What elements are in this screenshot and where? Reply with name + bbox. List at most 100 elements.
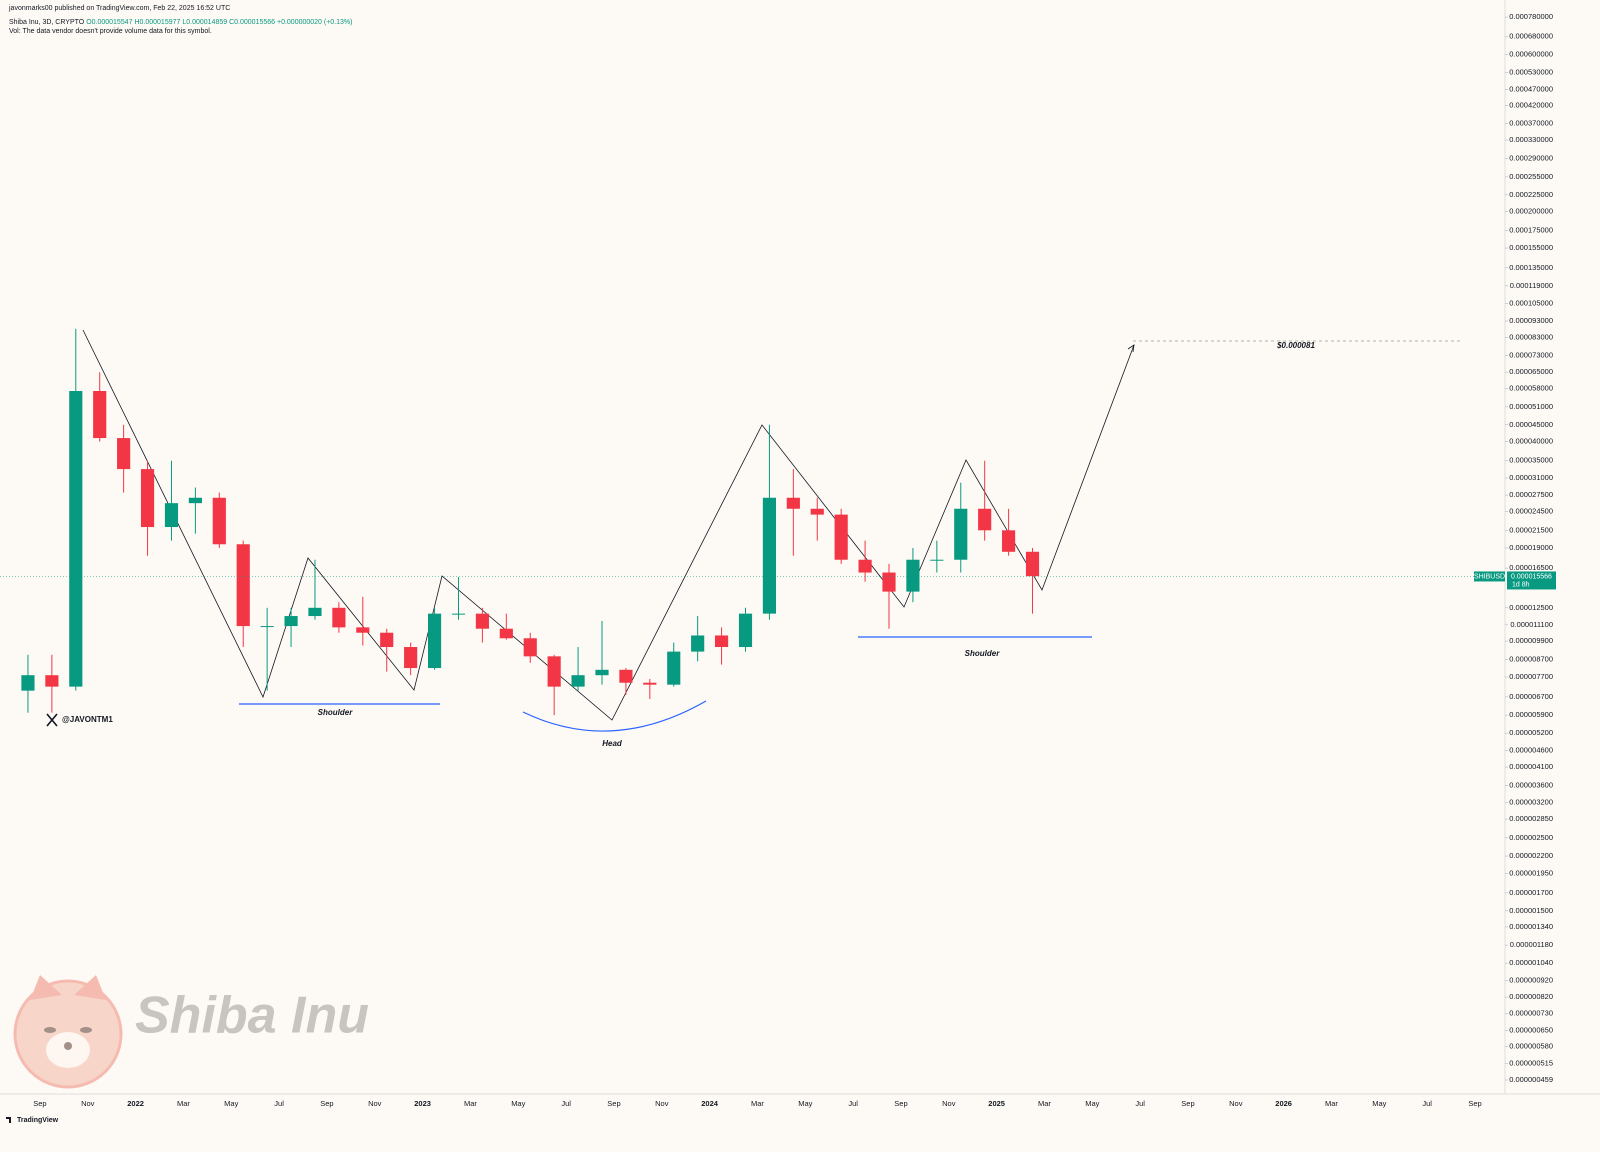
y-tick-label: 0.000530000 bbox=[1509, 67, 1553, 76]
y-tick-label: 0.000004600 bbox=[1509, 746, 1553, 755]
x-tick-label: Nov bbox=[655, 1099, 669, 1108]
candle-body bbox=[1002, 530, 1016, 552]
annotation: Shoulder bbox=[965, 649, 1001, 658]
x-tick-label: May bbox=[224, 1099, 238, 1108]
y-tick-label: 0.000040000 bbox=[1509, 437, 1553, 446]
y-tick-label: 0.000000820 bbox=[1509, 992, 1553, 1001]
x-tick-label: Mar bbox=[1038, 1099, 1051, 1108]
y-tick-label: 0.000001500 bbox=[1509, 906, 1553, 915]
x-tick-label: Nov bbox=[368, 1099, 382, 1108]
candle-body bbox=[762, 497, 776, 614]
y-tick-label: 0.000000580 bbox=[1509, 1042, 1553, 1051]
candle-body bbox=[188, 497, 202, 504]
y-tick-label: 0.000225000 bbox=[1509, 190, 1553, 199]
y-tick-label: 0.000093000 bbox=[1509, 316, 1553, 325]
y-tick-label: 0.000031000 bbox=[1509, 473, 1553, 482]
x-tick-label: 2024 bbox=[701, 1099, 719, 1108]
candle-body bbox=[236, 544, 250, 627]
x-tick-label: Nov bbox=[81, 1099, 95, 1108]
watermark-text: Shiba Inu bbox=[135, 987, 369, 1045]
y-tick-label: 0.000083000 bbox=[1509, 332, 1553, 341]
x-tick-label: 2025 bbox=[988, 1099, 1005, 1108]
candle-body bbox=[499, 628, 513, 639]
symbol-line: Shiba Inu, 3D, CRYPTO bbox=[9, 19, 85, 26]
candle-body bbox=[834, 514, 848, 560]
y-tick-label: 0.000012500 bbox=[1509, 603, 1553, 612]
x-tick-label: Jul bbox=[1135, 1099, 1145, 1108]
head-arc bbox=[522, 700, 707, 732]
x-tick-label: Sep bbox=[33, 1099, 46, 1108]
x-tick-label: Mar bbox=[177, 1099, 190, 1108]
symbol-tag-text: SHIBUSD bbox=[1474, 573, 1505, 580]
annotation: $0.000081 bbox=[1276, 341, 1315, 350]
y-tick-label: 0.000680000 bbox=[1509, 32, 1553, 41]
y-tick-label: 0.000175000 bbox=[1509, 226, 1553, 235]
y-tick-label: 0.000002200 bbox=[1509, 851, 1553, 860]
y-tick-label: 0.000024500 bbox=[1509, 507, 1553, 516]
x-tick-label: Sep bbox=[1181, 1099, 1194, 1108]
y-tick-label: 0.000600000 bbox=[1509, 50, 1553, 59]
x-tick-label: Sep bbox=[320, 1099, 333, 1108]
y-tick-label: 0.000420000 bbox=[1509, 101, 1553, 110]
candle-body bbox=[308, 607, 322, 617]
candle-body bbox=[619, 669, 633, 683]
candle-body bbox=[475, 613, 489, 629]
x-tick-label: Sep bbox=[607, 1099, 620, 1108]
y-tick-label: 0.000155000 bbox=[1509, 243, 1553, 252]
y-tick-label: 0.000200000 bbox=[1509, 207, 1553, 216]
candle-body bbox=[882, 572, 896, 592]
x-tick-label: Mar bbox=[1325, 1099, 1338, 1108]
y-tick-label: 0.000000920 bbox=[1509, 976, 1553, 985]
x-tick-label: May bbox=[511, 1099, 525, 1108]
y-tick-label: 0.000005900 bbox=[1509, 710, 1553, 719]
y-tick-label: 0.000004100 bbox=[1509, 762, 1553, 771]
x-tick-label: Mar bbox=[751, 1099, 764, 1108]
candle-body bbox=[810, 508, 824, 515]
y-tick-label: 0.000009900 bbox=[1509, 636, 1553, 645]
countdown-text: 1d 8h bbox=[1512, 581, 1530, 588]
price-tag-text: 0.000015566 bbox=[1511, 573, 1552, 580]
x-tick-label: Jul bbox=[848, 1099, 858, 1108]
x-tick-label: Sep bbox=[894, 1099, 907, 1108]
candle-body bbox=[140, 469, 155, 528]
candle-body bbox=[715, 635, 729, 648]
candle-body bbox=[451, 613, 466, 615]
y-tick-label: 0.000045000 bbox=[1509, 420, 1553, 429]
y-tick-label: 0.000065000 bbox=[1509, 367, 1553, 376]
zigzag-drawing bbox=[82, 329, 1135, 721]
candle-body bbox=[930, 559, 944, 561]
y-tick-label: 0.000016500 bbox=[1509, 563, 1553, 572]
candle-body bbox=[643, 682, 657, 685]
candle-body bbox=[523, 638, 537, 657]
candle-body bbox=[906, 559, 920, 592]
y-tick-label: 0.000000650 bbox=[1509, 1025, 1553, 1034]
y-tick-label: 0.000370000 bbox=[1509, 119, 1553, 128]
x-tick-label: Jul bbox=[561, 1099, 571, 1108]
x-tick-label: Jul bbox=[274, 1099, 284, 1108]
y-tick-label: 0.000035000 bbox=[1509, 456, 1553, 465]
y-tick-label: 0.000007700 bbox=[1509, 672, 1553, 681]
arrow-head bbox=[1127, 344, 1135, 353]
ohlc-open: O0.000015547 bbox=[86, 19, 132, 26]
candle-body bbox=[547, 656, 561, 687]
y-tick-label: 0.000105000 bbox=[1509, 299, 1553, 308]
y-tick-label: 0.000001040 bbox=[1509, 958, 1553, 967]
candle-body bbox=[69, 390, 83, 687]
ohlc-low: L0.000014859 bbox=[182, 19, 227, 26]
y-tick-label: 0.000001700 bbox=[1509, 888, 1553, 897]
candle-body bbox=[260, 626, 274, 628]
y-tick-label: 0.000058000 bbox=[1509, 383, 1553, 392]
annotation: Shoulder bbox=[318, 708, 354, 717]
candle-body bbox=[571, 675, 585, 687]
y-tick-label: 0.000330000 bbox=[1509, 135, 1553, 144]
y-tick-label: 0.000135000 bbox=[1509, 263, 1553, 272]
x-tick-label: 2026 bbox=[1275, 1099, 1292, 1108]
footer: TradingView bbox=[17, 1117, 59, 1124]
candle-body bbox=[691, 635, 705, 652]
ohlc-close: C0.000015566 bbox=[229, 19, 275, 26]
y-tick-label: 0.000000730 bbox=[1509, 1009, 1553, 1018]
y-tick-label: 0.000002850 bbox=[1509, 814, 1553, 823]
x-logo bbox=[46, 713, 58, 727]
